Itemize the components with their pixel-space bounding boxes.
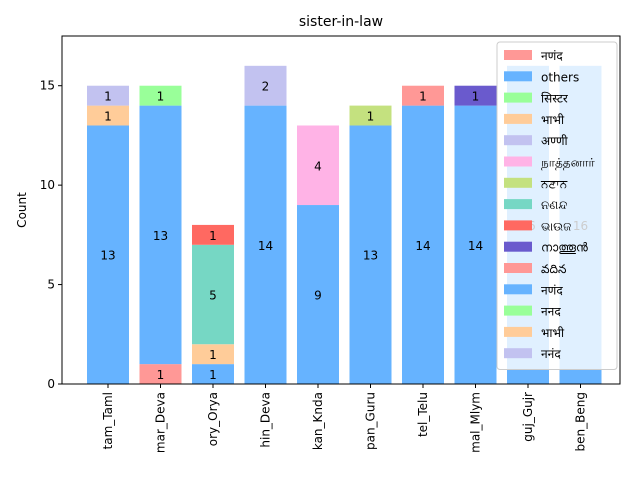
bar-value-label: 1 — [157, 368, 165, 382]
bar-value-label: 14 — [415, 239, 430, 253]
bar-segment — [87, 125, 129, 384]
legend-label: नणंद — [541, 49, 563, 63]
bar-segment — [297, 205, 339, 384]
bar-value-label: 14 — [468, 239, 483, 253]
bar-segment — [244, 105, 287, 384]
legend-label: others — [541, 70, 579, 84]
y-tick-label: 15 — [40, 79, 55, 93]
bar-value-label: 1 — [104, 90, 112, 104]
x-tick-label: kan_Knda — [311, 392, 325, 450]
bar-segment — [349, 125, 392, 384]
legend-label: ନଣନ୍ଦ — [541, 198, 567, 212]
bar-segment — [192, 244, 234, 345]
chart-title: sister-in-law — [299, 14, 383, 30]
x-tick-label: pan_Guru — [364, 392, 378, 450]
legend-swatch — [504, 177, 532, 188]
bar-segment — [87, 85, 129, 106]
bar-segment — [192, 364, 234, 384]
bar-value-label: 13 — [363, 249, 378, 263]
legend-swatch — [504, 156, 532, 167]
bar-value-label: 2 — [262, 80, 270, 94]
legend-swatch — [504, 220, 532, 231]
legend-label: भाभी — [541, 326, 565, 340]
bar-segment — [139, 85, 182, 106]
legend-label: भाभी — [541, 113, 565, 127]
bar-segment — [349, 105, 392, 126]
x-tick-label: ben_Beng — [574, 392, 588, 451]
plot-frame — [61, 35, 621, 385]
bar-segment — [297, 125, 339, 206]
bar-value-label: 1 — [209, 368, 217, 382]
legend-label: नणंद — [541, 283, 563, 297]
bar-segment — [87, 105, 129, 126]
bar-segment — [454, 85, 497, 106]
bar-value-label: 1 — [419, 90, 427, 104]
bar-value-label: 5 — [209, 289, 217, 303]
x-tick-label: mar_Deva — [154, 392, 168, 453]
bar-value-label: 1 — [157, 90, 165, 104]
legend-swatch — [504, 305, 532, 316]
legend-label: ਨਣਾਨ — [540, 177, 568, 191]
bar-segment — [192, 224, 234, 245]
legend-swatch — [504, 241, 532, 252]
x-tick-label: ory_Orya — [206, 392, 220, 446]
legend-swatch — [504, 326, 532, 337]
legend-swatch — [504, 71, 532, 82]
legend-swatch — [504, 92, 532, 103]
x-tick-label: hin_Deva — [259, 392, 273, 448]
y-axis-label: Count — [15, 192, 29, 228]
bar-value-label: 1 — [367, 110, 375, 124]
legend-swatch — [504, 113, 532, 124]
legend-label: നാത്തൂൻ — [541, 241, 588, 255]
x-tick-label: tel_Telu — [416, 392, 430, 437]
bar-segment — [402, 85, 444, 106]
x-tick-label: mal_Mlym — [469, 392, 483, 453]
legend-label: ଭାଉଜ — [541, 219, 571, 233]
legend: नणंद others सिस्टर भाभी अण्णी நாத்தனார் ਨਣਾਨ ନଣ… — [496, 41, 618, 370]
legend-swatch — [504, 348, 532, 359]
y-tick-label: 10 — [40, 178, 55, 192]
bar-segment — [244, 65, 287, 106]
y-tick-label: 0 — [47, 377, 55, 391]
bar-segment — [139, 364, 182, 384]
y-tick-label: 5 — [47, 278, 55, 292]
bar-value-label: 14 — [258, 239, 273, 253]
legend-swatch — [504, 135, 532, 146]
bar-value-label: 13 — [100, 249, 115, 263]
legend-label: వదిన — [541, 262, 566, 276]
legend-swatch — [504, 263, 532, 273]
legend-label: ननद — [541, 305, 561, 319]
y-axis: 0 5 10 15 — [40, 79, 62, 391]
bar-value-label: 4 — [314, 159, 322, 173]
legend-label: अण्णी — [541, 134, 569, 148]
legend-swatch — [504, 50, 532, 60]
bar-value-label: 1 — [209, 348, 217, 362]
bar-segment — [192, 344, 234, 365]
legend-label: सिस्टर — [541, 92, 569, 106]
bar-segment — [139, 105, 182, 365]
bar-value-label: 1 — [472, 90, 480, 104]
bar-segment — [454, 105, 497, 384]
x-axis: tam_Taml mar_Deva ory_Orya hin_Deva kan_Knda… — [101, 384, 588, 453]
legend-swatch — [504, 199, 532, 210]
legend-swatch — [504, 284, 532, 295]
x-tick-label: tam_Taml — [101, 392, 115, 449]
bar-value-label: 1 — [104, 110, 112, 124]
bar-value-label: 13 — [153, 229, 168, 243]
x-tick-label: guj_Gujr — [521, 392, 535, 442]
bar-segment — [402, 105, 444, 384]
legend-label: நாத்தனார் — [541, 156, 596, 170]
legend-label: ननंद — [541, 347, 561, 361]
bar-value-label: 1 — [209, 229, 217, 243]
bar-value-label: 9 — [314, 289, 322, 303]
